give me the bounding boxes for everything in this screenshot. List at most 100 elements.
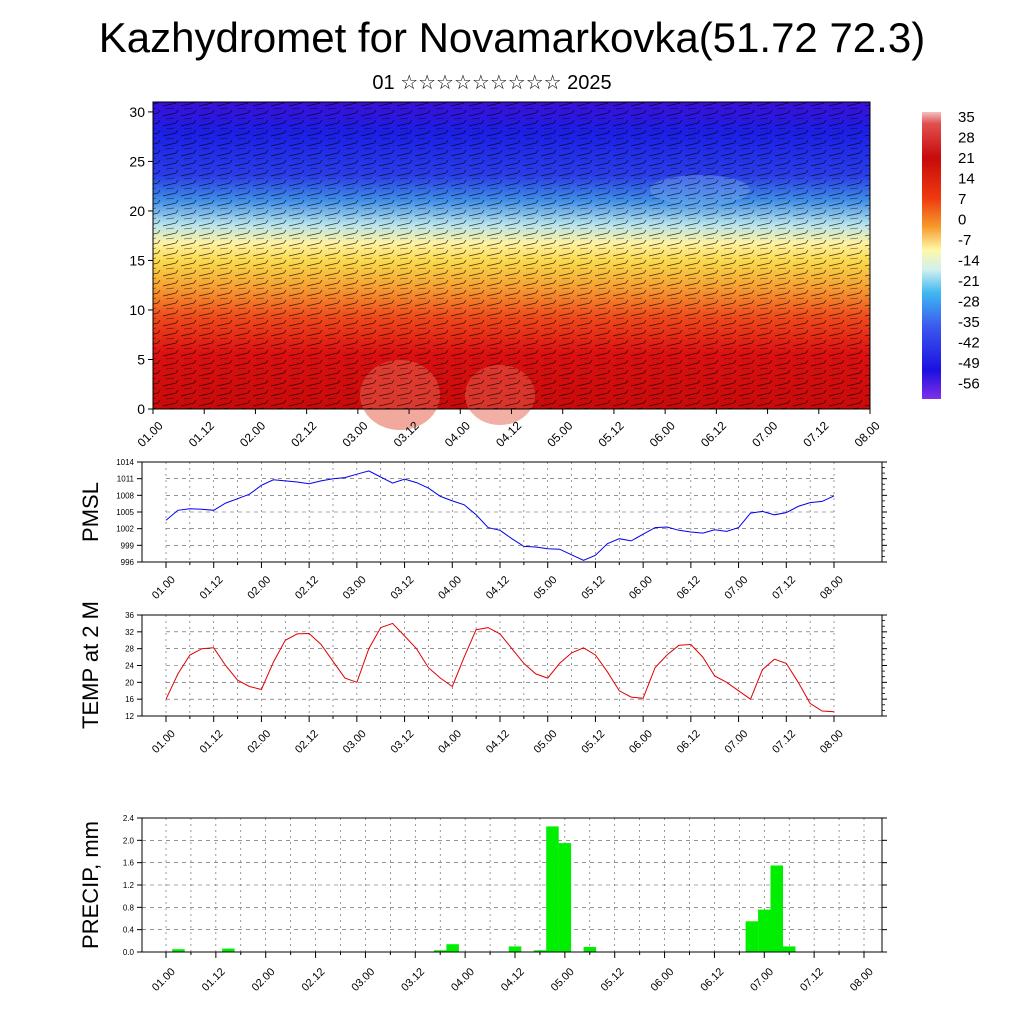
precip-x-tick-label: 03.00 xyxy=(349,966,377,994)
cross-section-x-tick-label: 08.00 xyxy=(852,418,883,449)
colorbar-label: -56 xyxy=(958,376,980,393)
cross-section-y-tick-label: 25 xyxy=(129,153,145,169)
pmsl-grid xyxy=(165,461,835,563)
precip-x-tick-label: 02.12 xyxy=(299,966,327,994)
cross-section-y-tick-label: 15 xyxy=(129,252,145,268)
temp-axis-label: TEMP at 2 M xyxy=(78,601,103,729)
cross-section-y-tick-label: 0 xyxy=(137,401,145,417)
temp-x-tick-label: 02.00 xyxy=(245,728,273,756)
temp-y-tick-label: 36 xyxy=(125,611,134,620)
pmsl-x-tick-label: 01.00 xyxy=(150,574,178,602)
colorbar-label: 28 xyxy=(958,130,975,147)
colorbar-label: 35 xyxy=(958,109,975,126)
temp-y-tick-label: 32 xyxy=(125,628,134,637)
pmsl-y-tick-label: 1002 xyxy=(116,525,134,534)
colorbar-label: 0 xyxy=(958,212,966,229)
pmsl-axis-label: PMSL xyxy=(78,482,103,542)
temp-y-tick-label: 16 xyxy=(125,695,134,704)
pmsl-y-tick-label: 996 xyxy=(121,558,135,567)
temp-y-axis: 12 16 20 24 28 32 36 xyxy=(125,611,887,721)
precip-x-tick-label: 06.12 xyxy=(698,966,726,994)
precip-bar xyxy=(172,949,185,952)
precip-x-tick-label: 07.12 xyxy=(798,966,826,994)
cross-section-x-tick-label: 02.00 xyxy=(237,418,268,449)
colorbar-label: -21 xyxy=(958,273,980,290)
precip-bar xyxy=(745,921,759,952)
pmsl-y-tick-label: 1008 xyxy=(116,491,134,500)
precip-y-tick-label: 1.2 xyxy=(123,881,135,890)
cross-section-y-tick-label: 20 xyxy=(129,203,145,219)
pmsl-x-tick-label: 02.00 xyxy=(245,574,273,602)
colorbar-label: -14 xyxy=(958,253,980,270)
pmsl-y-tick-label: 1011 xyxy=(117,475,135,484)
wind-barbs xyxy=(153,102,870,409)
precip-x-tick-label: 08.00 xyxy=(848,966,876,994)
colorbar-label: -7 xyxy=(958,232,971,249)
pmsl-y-axis: 996 999 1002 1005 1008 1011 1014 xyxy=(116,458,887,567)
temp-x-tick-label: 02.12 xyxy=(293,728,321,756)
precip-bar xyxy=(583,947,597,952)
precip-bars xyxy=(172,826,796,952)
pmsl-x-tick-label: 03.12 xyxy=(388,574,416,602)
cross-section-panel: 0 5 10 15 20 25 30 01.00 01.12 02.00 02.12 03.00 0 3… xyxy=(129,101,883,450)
precip-bar xyxy=(758,909,771,952)
precip-x-tick-label: 03.12 xyxy=(399,966,427,994)
temp-x-tick-label: 04.00 xyxy=(436,728,464,756)
precip-panel: PRECIP, mm 0.00.40.81.21.62.02.4 01.00 01… xyxy=(78,814,887,994)
colorbar-label: 7 xyxy=(958,191,966,208)
pmsl-y-tick-label: 1014 xyxy=(116,458,134,467)
temp-x-tick-label: 07.12 xyxy=(770,728,798,756)
colorbar-ramp xyxy=(922,112,941,399)
temp-x-tick-label: 05.00 xyxy=(532,728,560,756)
precip-x-tick-label: 04.00 xyxy=(449,966,477,994)
pmsl-x-tick-label: 06.12 xyxy=(675,574,703,602)
colorbar-label: -42 xyxy=(958,335,980,352)
pmsl-x-tick-label: 03.00 xyxy=(341,574,369,602)
precip-x-tick-label: 01.12 xyxy=(200,966,228,994)
pmsl-y-tick-label: 999 xyxy=(121,541,135,550)
temp-x-axis: 01.00 01.12 02.00 02.12 03.00 03.12 04.00 04.12… xyxy=(150,716,846,756)
precip-x-tick-label: 06.00 xyxy=(648,966,676,994)
cross-section-y-tick-label: 30 xyxy=(129,104,145,120)
pmsl-x-tick-label: 04.00 xyxy=(436,574,464,602)
precip-x-tick-label: 07.00 xyxy=(748,966,776,994)
precip-axis-label: PRECIP, mm xyxy=(78,821,103,949)
cross-section-x-tick-label: 06.00 xyxy=(647,418,678,449)
colorbar: 35 28 21 14 7 0 -7 -14 -21 -28 -35 -42 -49 -56 xyxy=(922,109,980,399)
cross-section-y-tick-label: 10 xyxy=(129,302,145,318)
precip-x-axis: 01.00 01.12 02.00 02.12 03.00 03.12 04.00 04.12… xyxy=(150,952,876,994)
temp-x-tick-label: 05.12 xyxy=(579,728,607,756)
pmsl-x-tick-label: 07.00 xyxy=(722,574,750,602)
precip-x-tick-label: 04.12 xyxy=(499,966,527,994)
cross-section-x-tick-label: 04.00 xyxy=(442,418,473,449)
precip-x-tick-label: 01.00 xyxy=(150,966,178,994)
pmsl-x-tick-label: 05.12 xyxy=(579,574,607,602)
colorbar-label: 21 xyxy=(958,150,975,167)
precip-bar xyxy=(558,843,572,952)
pmsl-x-tick-label: 05.00 xyxy=(532,574,560,602)
temp-grid xyxy=(165,614,835,717)
cross-section-x-tick-label: 01.12 xyxy=(186,418,217,449)
page-subtitle: 01 ☆☆☆☆☆☆☆☆☆ 2025 xyxy=(372,72,612,94)
pmsl-x-tick-label: 08.00 xyxy=(818,574,846,602)
precip-bar xyxy=(783,946,796,952)
cross-section-y-axis: 0 5 10 15 20 25 30 xyxy=(129,104,153,417)
precip-bar xyxy=(508,946,522,952)
temp-x-tick-label: 08.00 xyxy=(818,728,846,756)
precip-y-tick-label: 1.6 xyxy=(123,859,135,868)
temp-panel: TEMP at 2 M 12 16 20 24 28 32 36 01.00 01.12 02.… xyxy=(78,601,887,756)
cross-section-y-tick-label: 5 xyxy=(137,351,145,367)
temp-x-tick-label: 03.00 xyxy=(341,728,369,756)
temp-x-tick-label: 04.12 xyxy=(484,728,512,756)
temp-x-tick-label: 01.12 xyxy=(198,728,226,756)
precip-x-tick-label: 05.00 xyxy=(549,966,577,994)
pmsl-y-tick-label: 1005 xyxy=(116,508,134,517)
precip-y-tick-label: 2.4 xyxy=(123,814,135,823)
colorbar-label: -35 xyxy=(958,314,980,331)
temp-x-tick-label: 07.00 xyxy=(722,728,750,756)
temp-x-tick-label: 06.00 xyxy=(627,728,655,756)
cross-section-x-tick-label: 07.00 xyxy=(749,418,780,449)
precip-bar xyxy=(546,826,559,952)
